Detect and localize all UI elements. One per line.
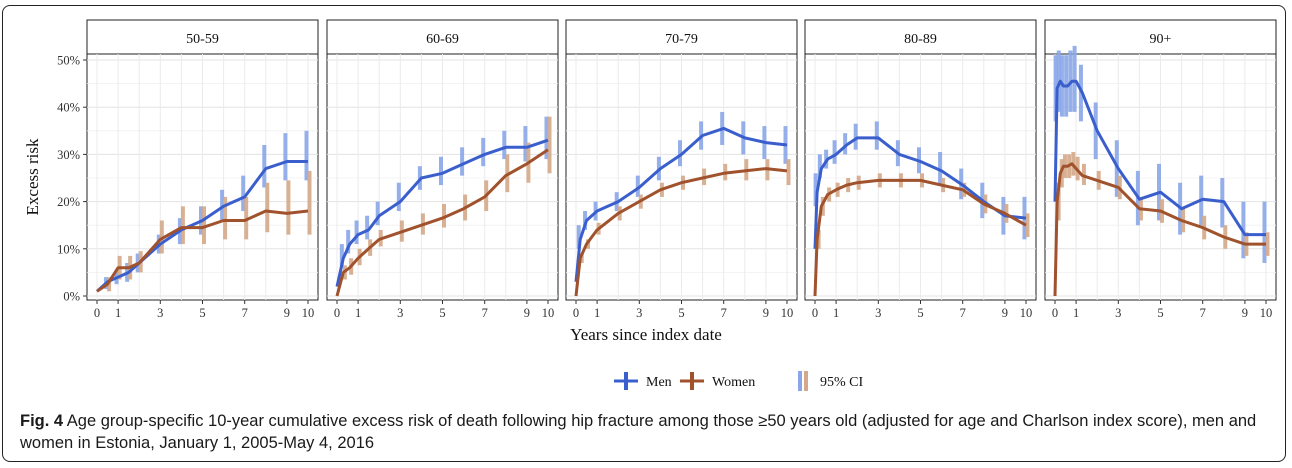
x-tick-label: 10 (781, 306, 794, 320)
panel-strip (804, 19, 1037, 55)
x-tick-label: 0 (573, 306, 579, 320)
panel-title: 50-59 (186, 32, 219, 47)
y-tick-label: 0% (63, 290, 80, 304)
x-tick-label: 1 (594, 306, 600, 320)
x-tick-label: 5 (678, 306, 684, 320)
panel-title: 70-79 (665, 32, 698, 47)
panel-70-79: 70-79 0 1 3 5 7 9 10 (565, 19, 798, 320)
women-series-line (813, 178, 1027, 297)
x-tick-label: 1 (115, 306, 121, 320)
x-tick-label: 3 (875, 306, 881, 320)
x-tick-label: 0 (812, 306, 818, 320)
panel-strip (326, 19, 559, 55)
x-tick-label: 3 (157, 306, 163, 320)
figure-caption: Fig. 4 Age group-specific 10-year cumula… (20, 410, 1260, 454)
x-axis-label: Years since index date (570, 325, 722, 344)
x-tick-label: 9 (763, 306, 769, 320)
x-tick-label: 10 (1020, 306, 1033, 320)
x-tick-label: 3 (636, 306, 642, 320)
x-tick-label: 7 (960, 306, 966, 320)
x-tick-label: 7 (1200, 306, 1206, 320)
panel-90+: 90+ 0 1 3 5 7 9 10 (1044, 19, 1277, 320)
x-tick-label: 10 (542, 306, 555, 320)
x-tick-label: 9 (1242, 306, 1248, 320)
x-tick-label: 0 (1052, 306, 1058, 320)
men-series-line (574, 126, 788, 282)
legend-ci-label: 95% CI (820, 375, 864, 390)
panel-80-89: 80-89 0 1 3 5 7 9 10 (804, 19, 1037, 320)
legend-men: Men (614, 372, 672, 390)
x-tick-label: 9 (284, 306, 290, 320)
x-tick-label: 10 (1260, 306, 1273, 320)
y-tick-label: 40% (57, 101, 80, 115)
panel-title: 60-69 (426, 32, 459, 47)
x-tick-label: 7 (721, 306, 727, 320)
x-tick-label: 10 (302, 306, 315, 320)
y-tick-label: 30% (57, 148, 80, 162)
x-tick-label: 3 (1115, 306, 1121, 320)
legend-ci: 95% CI (798, 371, 864, 391)
legend-women-label: Women (712, 375, 755, 390)
x-tick-label: 9 (1002, 306, 1008, 320)
legend-women: Women (680, 372, 755, 390)
women-series-line (335, 148, 549, 297)
figure-caption-text: Age group-specific 10-year cumulative ex… (20, 412, 1257, 452)
x-tick-label: 7 (482, 306, 488, 320)
y-axis-label: Excess risk (23, 138, 42, 215)
x-tick-label: 1 (1073, 306, 1079, 320)
x-tick-label: 5 (1157, 306, 1163, 320)
women-series-line (96, 209, 309, 293)
panel-strip (1044, 19, 1277, 55)
legend: Men Women 95% CI (614, 371, 864, 391)
y-tick-label: 50% (57, 54, 80, 68)
women-series-line (574, 167, 788, 297)
x-tick-label: 7 (242, 306, 248, 320)
panel-title: 80-89 (904, 32, 937, 47)
x-tick-label: 0 (94, 306, 100, 320)
panel-strip (86, 19, 319, 55)
x-tick-label: 1 (355, 306, 361, 320)
women-series-line (1053, 162, 1266, 297)
panel-60-69: 60-69 0 1 3 5 7 9 10 (326, 19, 559, 320)
men-series-line (813, 136, 1027, 249)
figure-label: Fig. 4 (20, 412, 64, 430)
men-series-line (95, 160, 308, 293)
men-series-line (335, 138, 549, 287)
panel-50-59: 50-59 0 1 3 5 7 9 10 (86, 19, 319, 320)
x-tick-label: 5 (199, 306, 205, 320)
x-tick-label: 1 (833, 306, 839, 320)
panel-title: 90+ (1150, 32, 1172, 47)
legend-men-label: Men (646, 375, 672, 390)
x-tick-label: 9 (524, 306, 530, 320)
y-tick-label: 20% (57, 195, 80, 209)
x-tick-label: 5 (439, 306, 445, 320)
x-tick-label: 3 (397, 306, 403, 320)
x-tick-label: 0 (334, 306, 340, 320)
x-tick-label: 5 (917, 306, 923, 320)
y-tick-label: 10% (57, 242, 80, 256)
men-series-line (1053, 79, 1266, 237)
